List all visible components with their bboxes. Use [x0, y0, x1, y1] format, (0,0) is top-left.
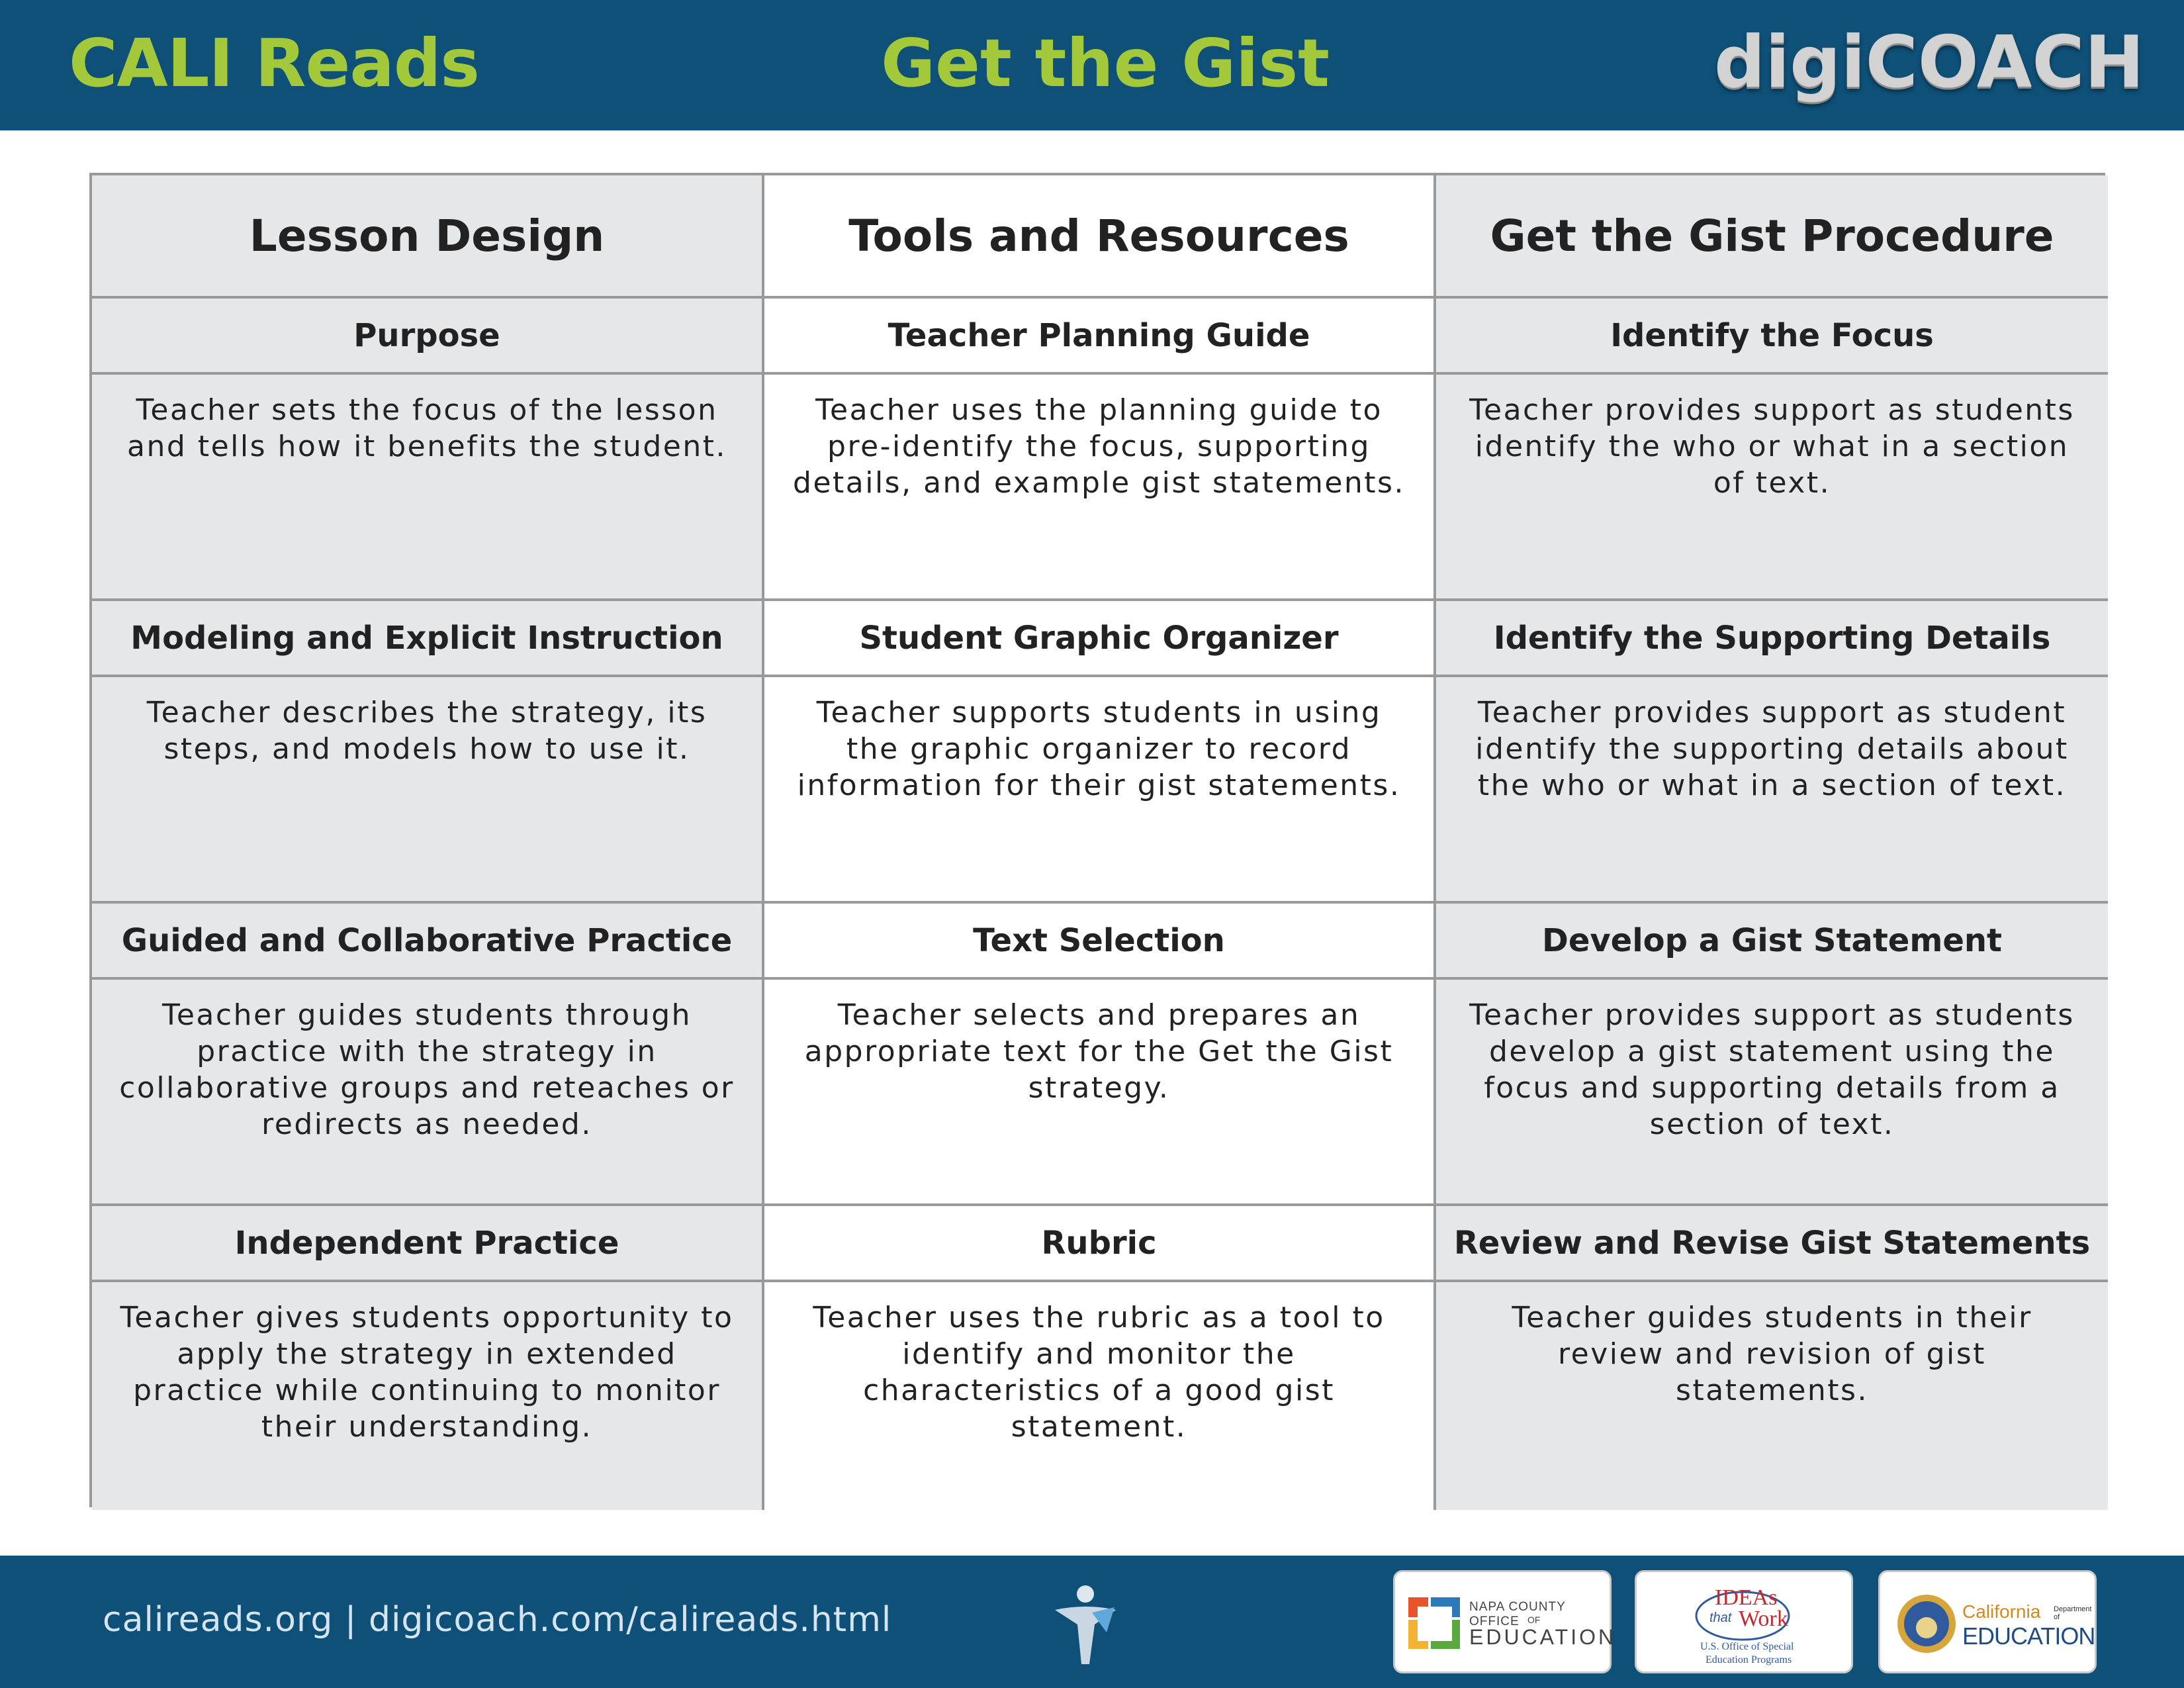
- row-description: Teacher provides support as student iden…: [1436, 677, 2108, 904]
- row-heading: Independent Practice: [92, 1206, 764, 1282]
- row-description: Teacher provides support as students dev…: [1436, 980, 2108, 1206]
- cde-line: California: [1962, 1601, 2041, 1622]
- row-description: Teacher guides students in their review …: [1436, 1282, 2108, 1510]
- row-heading: Identify the Supporting Details: [1436, 601, 2108, 677]
- row-heading: Review and Revise Gist Statements: [1436, 1206, 2108, 1282]
- row-description: Teacher supports students in using the g…: [764, 677, 1436, 904]
- row-description: Teacher uses the planning guide to pre-i…: [764, 375, 1436, 601]
- row-description: Teacher describes the strategy, its step…: [92, 677, 764, 904]
- figure-emblem-icon: [1055, 1585, 1116, 1664]
- ideas-line: that: [1709, 1611, 1732, 1625]
- california-seal-icon: [1897, 1595, 1956, 1653]
- napa-county-logo: NAPA COUNTY OFFICE OF EDUCATION: [1393, 1570, 1614, 1673]
- napa-line: OF: [1527, 1615, 1541, 1625]
- row-description: Teacher sets the focus of the lesson and…: [92, 375, 764, 601]
- row-heading: Develop a Gist Statement: [1436, 904, 2108, 980]
- napa-county-logo-icon: [1408, 1597, 1460, 1649]
- ideas-line: Education Programs: [1706, 1654, 1792, 1665]
- ideas-that-work-logo-icon: [1695, 1591, 1790, 1641]
- row-heading: Guided and Collaborative Practice: [92, 904, 764, 980]
- column-header-tools-resources: Tools and Resources: [764, 175, 1436, 299]
- row-description: Teacher selects and prepares an appropri…: [764, 980, 1436, 1206]
- row-description: Teacher gives students opportunity to ap…: [92, 1282, 764, 1510]
- row-heading: Identify the Focus: [1436, 299, 2108, 375]
- footer-band: calireads.org | digicoach.com/calireads.…: [0, 1556, 2184, 1688]
- row-description: Teacher guides students through practice…: [92, 980, 764, 1206]
- row-heading: Text Selection: [764, 904, 1436, 980]
- california-education-logo: California Department of EDUCATION: [1878, 1570, 2097, 1673]
- footer-links: calireads.org | digicoach.com/calireads.…: [103, 1600, 892, 1640]
- ideas-line: IDEAs: [1715, 1585, 1778, 1610]
- napa-line: NAPA COUNTY OFFICE: [1469, 1600, 1566, 1628]
- column-header-lesson-design: Lesson Design: [92, 175, 764, 299]
- row-heading: Purpose: [92, 299, 764, 375]
- ideas-line: U.S. Office of Special: [1700, 1641, 1794, 1652]
- row-heading: Student Graphic Organizer: [764, 601, 1436, 677]
- gist-table: Lesson Design Tools and Resources Get th…: [89, 173, 2108, 1510]
- page-title: Get the Gist: [881, 24, 1330, 102]
- row-description: Teacher provides support as students ide…: [1436, 375, 2108, 601]
- ideas-that-work-logo: IDEAs that Work U.S. Office of Special E…: [1635, 1570, 1853, 1673]
- header-band: CALI Reads Get the Gist digiCOACH: [0, 0, 2184, 130]
- digicoach-logo: digiCOACH: [1713, 21, 2144, 104]
- row-heading: Modeling and Explicit Instruction: [92, 601, 764, 677]
- row-heading: Rubric: [764, 1206, 1436, 1282]
- ideas-line: Work: [1739, 1607, 1788, 1631]
- napa-line: EDUCATION: [1469, 1625, 1617, 1649]
- cde-line: EDUCATION: [1962, 1622, 2095, 1650]
- cde-line: Department of: [2054, 1605, 2092, 1621]
- row-heading: Teacher Planning Guide: [764, 299, 1436, 375]
- column-header-procedure: Get the Gist Procedure: [1436, 175, 2108, 299]
- brand-title: CALI Reads: [69, 24, 480, 102]
- row-description: Teacher uses the rubric as a tool to ide…: [764, 1282, 1436, 1510]
